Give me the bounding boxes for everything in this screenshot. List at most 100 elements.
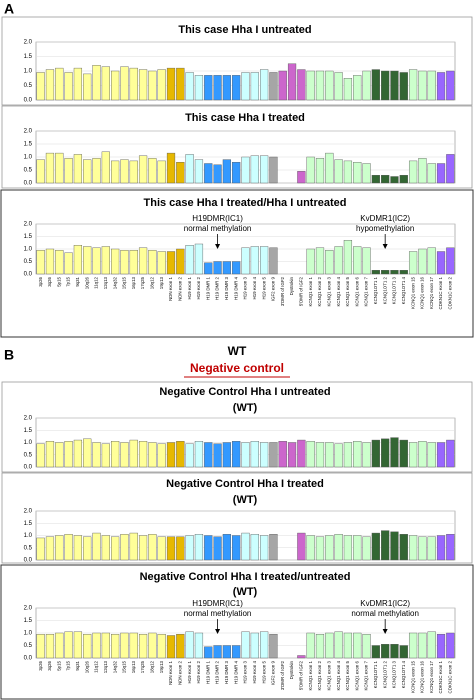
bar — [157, 251, 166, 275]
bar — [306, 248, 315, 275]
x-tick-label: IGF2 exon 9 — [271, 660, 276, 685]
bar — [194, 441, 204, 468]
bar — [334, 159, 343, 184]
x-tick-label: NDN exon 2 — [177, 660, 182, 684]
bar — [232, 535, 241, 561]
x-tick-label: KCNQ1 exon 15 — [410, 660, 415, 693]
bar — [148, 158, 157, 184]
bar — [287, 63, 297, 101]
annotation-title: KvDMR1(IC2) — [360, 599, 410, 608]
bar — [353, 246, 362, 275]
x-tick-label: NDN exon 1 — [168, 276, 173, 300]
y-tick-label: 0.0 — [24, 465, 33, 471]
bar — [166, 152, 176, 184]
bar — [418, 158, 427, 184]
x-tick-label: KCNQ1 exon 1 — [308, 276, 313, 306]
x-tick-label: KCNQ1 exon 17 — [429, 276, 434, 309]
x-tick-label: CDKN1C exon 2 — [448, 660, 453, 693]
x-tick-label: H19 exon 4 — [252, 660, 257, 683]
bar — [222, 159, 231, 184]
y-tick-label: 1.5 — [24, 618, 33, 624]
bar — [334, 246, 343, 275]
x-tick-label: H19 exon 3 — [243, 276, 248, 299]
chart-title: Negative Control Hha I untreated — [159, 386, 330, 398]
bar — [55, 442, 64, 468]
bar — [92, 247, 101, 275]
x-tick-label: H19 DMR 4 — [233, 276, 238, 299]
x-tick-label: H19 DMR 1 — [205, 660, 210, 683]
bar — [362, 536, 371, 561]
bar — [297, 69, 306, 101]
annotation-title: H19DMR(IC1) — [192, 214, 243, 223]
x-tick-label: H19 exon 2 — [196, 276, 201, 299]
x-tick-label: 16p13 — [131, 276, 136, 289]
x-tick-label: 19p13 — [159, 276, 164, 289]
bar — [325, 535, 334, 561]
bar — [92, 442, 101, 468]
x-tick-label: KCNQ1 exon 5 — [345, 276, 350, 306]
bar — [260, 535, 269, 561]
bar — [185, 72, 194, 101]
y-tick-label: 1.0 — [24, 631, 33, 637]
bar — [297, 439, 306, 468]
bar — [315, 442, 325, 468]
bar — [427, 442, 436, 468]
bar — [418, 70, 427, 101]
bar — [120, 250, 129, 275]
bar — [315, 70, 325, 101]
bar — [269, 247, 278, 275]
bar — [390, 270, 399, 275]
bar — [343, 78, 353, 101]
x-tick-label: KCNQ1 exon 4 — [336, 276, 341, 306]
bar — [381, 530, 390, 561]
x-tick-label: H19 DMR 4 — [233, 660, 238, 683]
bar — [138, 634, 148, 659]
annotation-text: normal methylation — [184, 609, 252, 618]
bar — [232, 645, 241, 659]
x-tick-label: 3p26 — [38, 276, 43, 286]
bar — [250, 155, 259, 184]
x-tick-label: 7p15 — [66, 276, 71, 286]
wt-label: WT — [228, 344, 247, 358]
bar — [92, 632, 101, 659]
bar — [269, 534, 278, 561]
y-tick-label: 2.0 — [24, 222, 33, 228]
x-tick-label: KCNQ1OT1 3 — [392, 276, 397, 304]
bar — [148, 632, 157, 659]
y-tick-label: 0.5 — [24, 452, 33, 458]
x-tick-label: 3q26 — [47, 276, 52, 286]
bar — [157, 160, 166, 184]
negative-control-label: Negative control — [190, 361, 284, 375]
x-tick-label: KCNQ1 exon 6 — [354, 660, 359, 690]
bar — [241, 247, 250, 275]
bar — [83, 246, 92, 275]
x-tick-label: 10q26 — [84, 276, 89, 289]
bar — [101, 443, 110, 468]
x-tick-label: KCNQ1 exon 4 — [336, 660, 341, 690]
bar — [427, 247, 436, 275]
bar — [436, 442, 446, 468]
chart-frame — [0, 564, 474, 700]
bar — [213, 536, 222, 561]
bar — [315, 536, 325, 561]
bar — [157, 536, 166, 561]
y-tick-label: 2.0 — [24, 129, 33, 135]
x-tick-label: H19 exon 5 — [261, 276, 266, 299]
bar — [390, 437, 399, 468]
bar — [222, 645, 231, 659]
bar — [408, 160, 418, 184]
x-tick-label: 15q15 — [122, 660, 127, 673]
chart-title: This case Hha I untreated — [178, 24, 311, 36]
x-tick-label: KCNQ1 exon 3 — [326, 660, 331, 690]
bar — [101, 66, 110, 101]
bar — [129, 439, 138, 468]
chart-subtitle: (WT) — [233, 494, 258, 506]
bar — [111, 536, 120, 561]
bar — [45, 634, 55, 659]
bar — [427, 70, 436, 101]
bar — [232, 75, 241, 101]
bar — [138, 441, 148, 468]
x-tick-label: 5'DMR of IGF2 — [299, 660, 304, 690]
bar — [166, 635, 176, 659]
x-tick-label: H19 exon 1 — [187, 660, 192, 683]
